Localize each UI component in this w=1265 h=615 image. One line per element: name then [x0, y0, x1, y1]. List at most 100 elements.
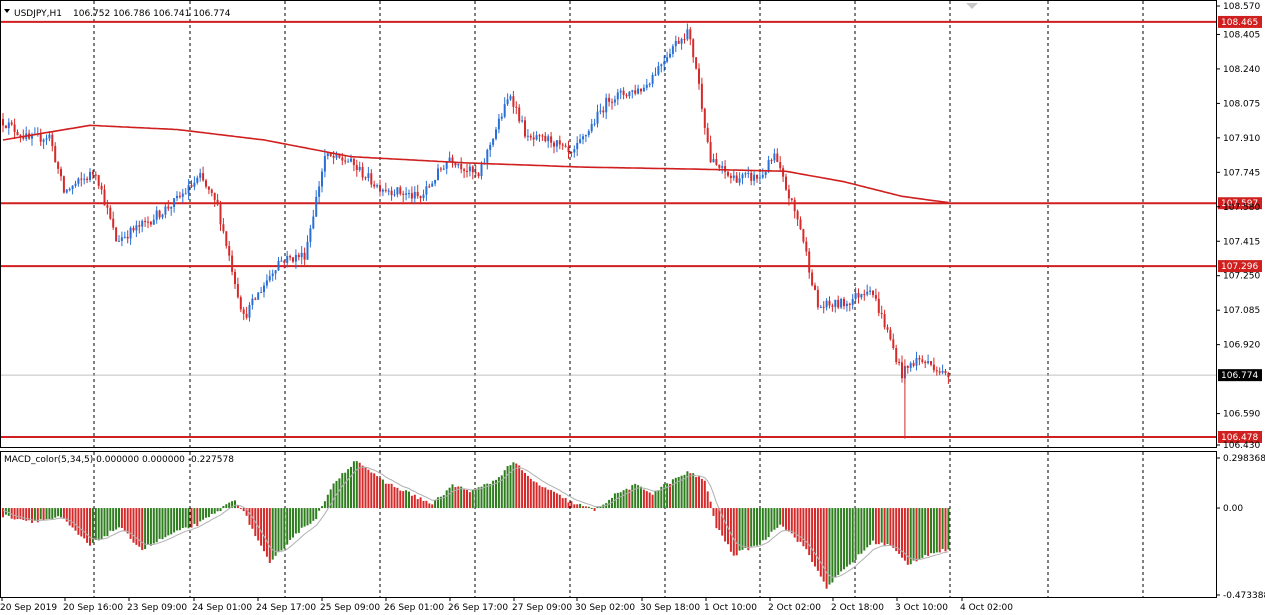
macd-bar: [872, 508, 874, 541]
macd-bar: [338, 478, 341, 509]
macd-bar: [51, 508, 54, 519]
macd-bar: [245, 508, 248, 516]
bear-candle: [234, 271, 236, 285]
bear-candle: [811, 272, 814, 286]
bull-candle: [318, 186, 321, 197]
macd-bar: [808, 508, 811, 556]
macd-bar: [628, 489, 631, 509]
macd-bar: [497, 477, 500, 509]
bull-candle: [31, 135, 33, 139]
macd-bar: [161, 508, 164, 540]
macd-bar: [753, 508, 756, 546]
bear-candle: [62, 176, 65, 193]
bull-candle: [869, 290, 872, 292]
bear-candle: [880, 312, 883, 314]
macd-tick-label: -0.473388: [1223, 591, 1265, 601]
macd-bar: [637, 485, 640, 509]
bear-candle: [344, 160, 347, 162]
bear-candle: [373, 184, 376, 187]
time-axis[interactable]: 20 Sep 2019 20 Sep 16:00 23 Sep 09:00 24 Se…: [0, 597, 1013, 613]
bear-candle: [338, 153, 341, 158]
main-plot-frame: [0, 0, 1217, 448]
bear-candle: [553, 142, 555, 147]
bear-candle: [828, 300, 831, 306]
bear-candle: [477, 173, 480, 176]
macd-bar: [396, 487, 399, 509]
macd-bar: [268, 508, 271, 563]
symbol-timeframe[interactable]: USDJPY,H1: [14, 9, 62, 19]
macd-bar: [358, 462, 361, 509]
bear-candle: [944, 370, 947, 374]
macd-bar: [344, 472, 347, 509]
price-tick-label: 107.910: [1223, 134, 1260, 144]
bull-candle: [576, 142, 579, 150]
macd-bar: [10, 508, 13, 519]
macd-bar: [831, 508, 834, 583]
bull-candle: [596, 111, 599, 124]
bear-candle: [138, 225, 141, 227]
macd-bar: [657, 490, 660, 509]
bull-candle: [312, 216, 315, 229]
bear-candle: [735, 175, 738, 183]
macd-bar: [642, 489, 645, 509]
price-axis[interactable]: 108.570 108.405 108.240 108.075 107.910 107.7…: [1216, 2, 1260, 451]
macd-bar: [202, 508, 205, 520]
dropdown-triangle-icon[interactable]: [4, 9, 10, 13]
bear-candle: [341, 157, 344, 161]
bear-candle: [332, 155, 335, 158]
macd-bar: [924, 508, 927, 556]
macd-bar: [848, 508, 851, 565]
macd-bar: [77, 508, 80, 535]
macd-bar: [898, 508, 901, 554]
bear-candle: [474, 172, 477, 174]
macd-bar: [45, 508, 48, 520]
horizontal-levels[interactable]: 108.465 107.597 107.296 106.478: [1, 15, 1262, 443]
macd-bar: [410, 495, 413, 509]
level-label: 108.465: [1221, 18, 1258, 28]
bear-candle: [103, 189, 106, 206]
macd-bar: [219, 508, 222, 512]
macd-bar: [91, 508, 94, 543]
bull-candle: [503, 104, 506, 117]
macd-bar: [265, 508, 268, 557]
bear-candle: [532, 137, 535, 140]
bear-candle: [779, 162, 782, 169]
bear-candle: [683, 39, 686, 41]
bull-candle: [555, 140, 558, 147]
macd-bar: [120, 508, 123, 529]
macd-bar: [793, 508, 796, 538]
bear-candle: [558, 140, 561, 145]
macd-bar: [283, 508, 286, 549]
bear-candle: [822, 306, 825, 308]
bull-candle: [268, 276, 271, 281]
macd-bar: [495, 479, 497, 509]
scroll-marker-icon[interactable]: [966, 3, 978, 9]
macd-bar: [402, 491, 405, 509]
macd-bar: [309, 508, 312, 524]
bull-candle: [65, 189, 68, 193]
macd-bar: [419, 497, 422, 509]
bull-candle: [164, 206, 167, 215]
bull-candle: [599, 110, 602, 112]
bear-candle: [790, 198, 793, 200]
time-tick-label: 27 Sep 09:00: [512, 603, 572, 613]
bear-candle: [932, 364, 935, 371]
macd-bar: [935, 508, 938, 553]
bear-candle: [935, 370, 938, 372]
macd-bar: [19, 508, 22, 520]
bull-candle: [118, 240, 120, 242]
macd-bar: [33, 508, 36, 521]
bear-candle: [715, 159, 718, 165]
bull-candle: [358, 166, 361, 171]
macd-bar: [550, 490, 553, 509]
price-tick-label: 108.405: [1223, 30, 1260, 40]
bull-candle: [587, 131, 590, 136]
bear-candle: [86, 178, 89, 180]
bear-candle: [390, 190, 393, 196]
bull-candle: [199, 173, 202, 178]
macd-bar: [199, 508, 202, 522]
macd-bar: [213, 508, 216, 514]
macd-bar: [445, 490, 448, 509]
bear-candle: [158, 210, 161, 218]
